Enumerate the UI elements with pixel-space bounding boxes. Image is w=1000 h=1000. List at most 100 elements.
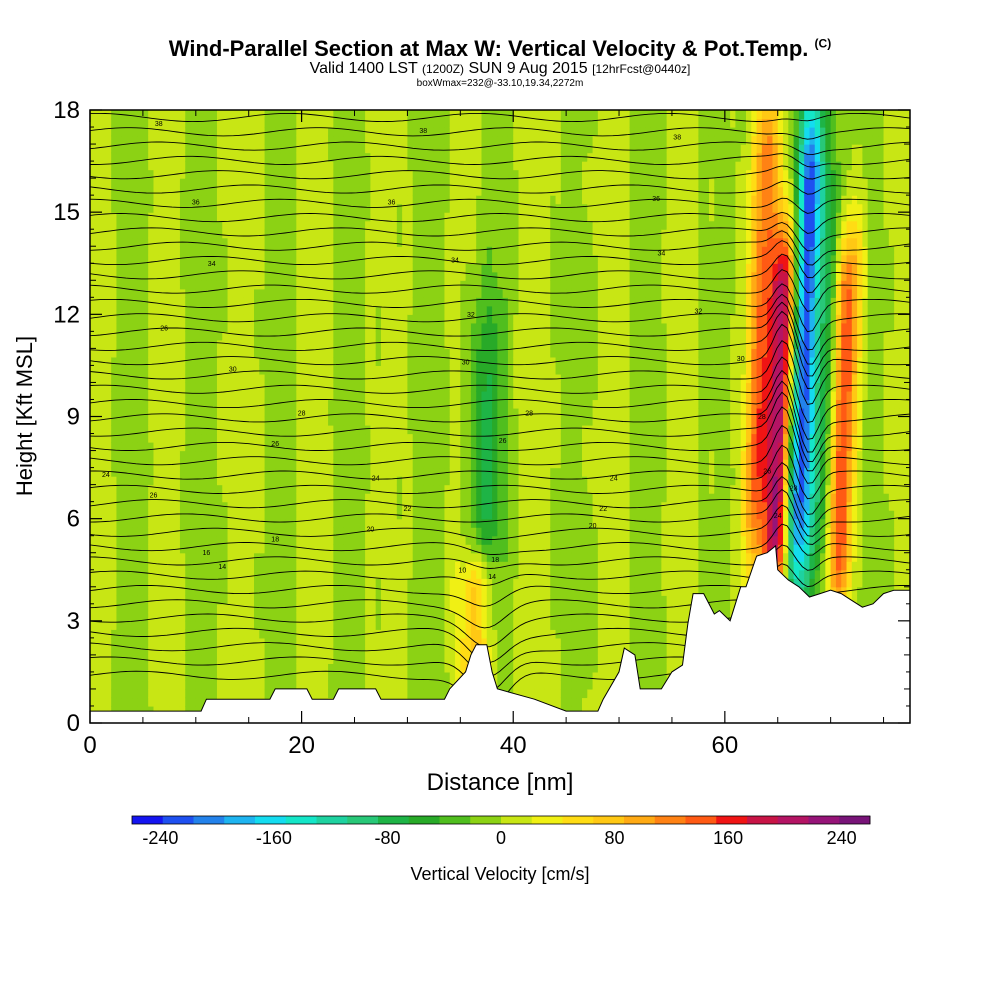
w-cell xyxy=(322,578,329,588)
w-cell xyxy=(111,552,118,562)
w-cell xyxy=(449,416,456,426)
w-cell xyxy=(232,390,239,401)
w-cell xyxy=(343,493,350,503)
w-cell xyxy=(216,356,223,367)
w-cell xyxy=(317,671,324,682)
w-cell xyxy=(105,127,112,137)
w-cell xyxy=(185,688,192,699)
w-cell xyxy=(402,552,409,562)
w-cell xyxy=(391,161,398,171)
w-cell xyxy=(343,152,350,162)
w-cell xyxy=(222,569,229,579)
w-cell xyxy=(254,620,260,630)
w-cell xyxy=(333,229,340,239)
w-cell xyxy=(95,476,102,486)
w-cell xyxy=(201,144,207,154)
w-cell xyxy=(216,178,223,188)
w-cell xyxy=(201,178,207,188)
w-cell xyxy=(105,501,112,511)
w-cell xyxy=(222,535,229,545)
w-cell xyxy=(222,297,229,307)
w-cell xyxy=(269,144,276,154)
w-cell xyxy=(317,186,324,196)
w-cell xyxy=(195,518,202,528)
w-cell xyxy=(306,220,313,230)
w-cell xyxy=(137,527,144,537)
w-cell xyxy=(169,416,176,426)
w-cell xyxy=(195,442,202,452)
w-cell xyxy=(402,654,409,664)
w-cell xyxy=(164,127,170,137)
w-cell xyxy=(433,663,440,673)
w-cell xyxy=(206,459,213,469)
w-cell xyxy=(338,229,345,239)
w-cell xyxy=(238,186,245,196)
w-cell xyxy=(248,586,255,596)
w-cell xyxy=(312,603,319,613)
w-cell xyxy=(232,178,239,188)
w-cell xyxy=(153,416,160,426)
w-cell xyxy=(449,527,456,537)
w-cell xyxy=(164,697,170,707)
w-cell xyxy=(169,637,176,647)
w-cell xyxy=(391,169,398,179)
w-cell xyxy=(259,178,266,188)
w-cell xyxy=(354,263,361,273)
w-cell xyxy=(100,161,107,171)
w-cell xyxy=(375,467,382,477)
w-cell xyxy=(412,390,419,401)
w-cell xyxy=(243,322,250,332)
w-cell xyxy=(206,144,213,154)
w-cell xyxy=(338,339,345,349)
w-cell xyxy=(359,390,366,401)
w-cell xyxy=(174,254,181,264)
w-cell xyxy=(158,220,165,230)
w-cell xyxy=(306,442,313,452)
w-cell xyxy=(201,476,207,486)
w-cell xyxy=(190,220,197,230)
w-cell xyxy=(365,314,371,324)
w-cell xyxy=(418,212,424,222)
w-cell xyxy=(238,425,245,435)
w-cell xyxy=(343,169,350,179)
w-cell xyxy=(179,110,186,120)
w-cell xyxy=(338,178,345,188)
w-cell xyxy=(216,288,223,298)
w-cell xyxy=(338,195,345,205)
w-cell xyxy=(142,365,149,375)
w-cell xyxy=(264,152,271,162)
w-cell xyxy=(439,195,446,205)
w-cell xyxy=(254,237,260,247)
w-cell xyxy=(238,135,245,145)
w-cell xyxy=(306,288,313,298)
w-cell xyxy=(158,493,165,503)
w-cell xyxy=(179,697,186,707)
w-cell xyxy=(137,705,144,716)
w-cell xyxy=(90,118,96,128)
w-cell xyxy=(211,288,218,298)
w-cell xyxy=(444,646,451,656)
w-cell xyxy=(227,271,234,281)
w-cell xyxy=(137,365,144,375)
w-cell xyxy=(312,688,319,699)
w-cell xyxy=(264,663,271,673)
w-cell xyxy=(121,603,128,613)
w-cell xyxy=(111,263,118,273)
w-cell xyxy=(195,467,202,477)
w-cell xyxy=(95,110,102,120)
w-cell xyxy=(343,305,350,315)
w-cell xyxy=(211,246,218,256)
w-cell xyxy=(206,127,213,137)
w-cell xyxy=(238,390,245,401)
w-cell xyxy=(317,493,324,503)
w-cell xyxy=(418,331,424,341)
w-cell xyxy=(285,646,292,656)
w-cell xyxy=(100,229,107,239)
w-cell xyxy=(100,314,107,324)
w-cell xyxy=(211,407,218,418)
w-cell xyxy=(248,544,255,554)
w-cell xyxy=(418,484,424,494)
w-cell xyxy=(396,271,403,281)
w-cell xyxy=(259,305,266,315)
w-cell xyxy=(259,620,266,630)
